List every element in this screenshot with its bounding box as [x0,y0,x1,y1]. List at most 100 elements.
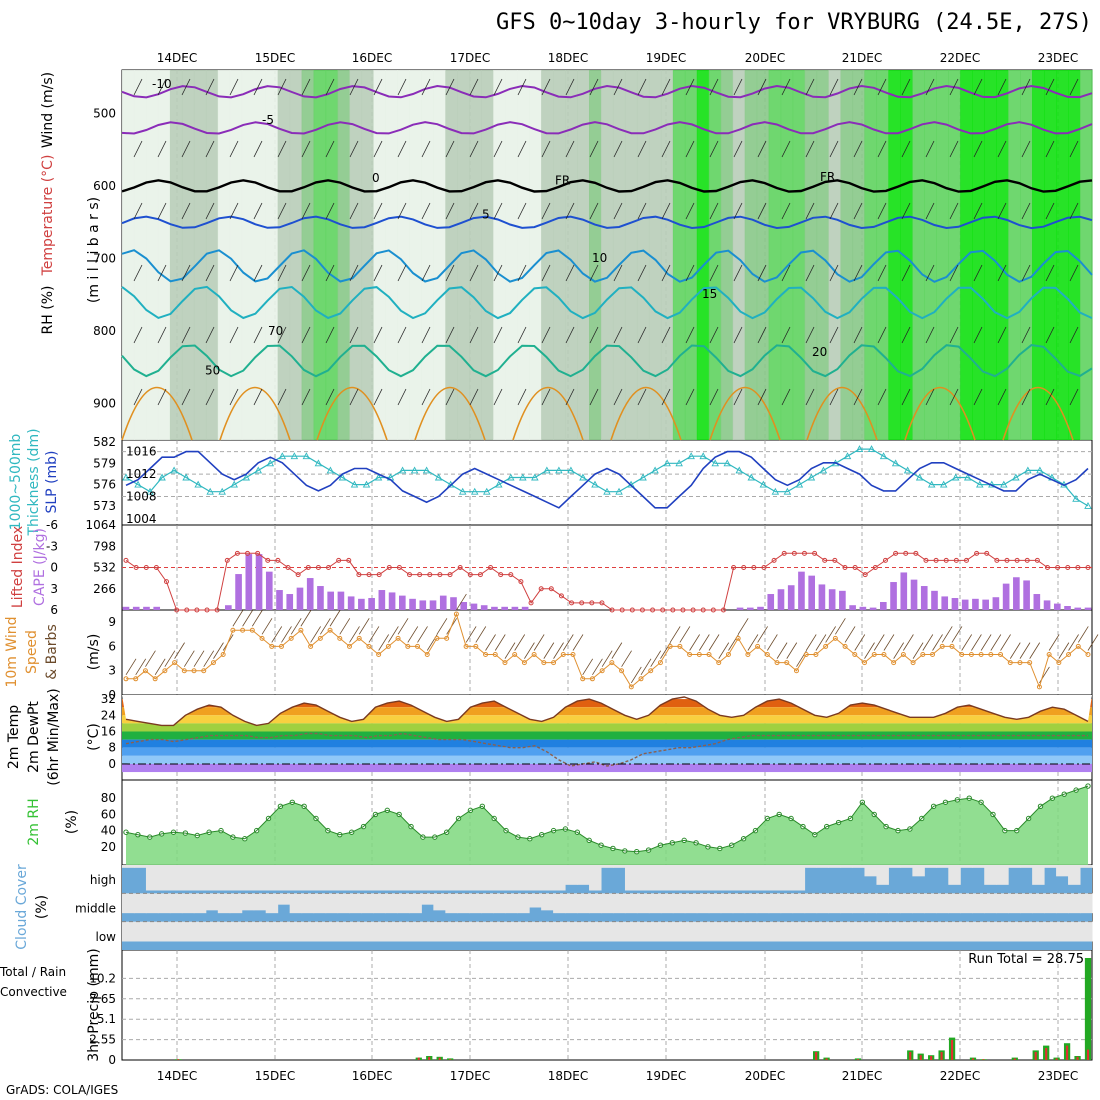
wind-barb [349,140,359,158]
rh-cell [912,70,925,440]
wind-barb [349,202,359,220]
wind-barb [349,388,359,406]
wind-barb [997,264,1007,282]
wind-speed-point [599,668,605,674]
temp-tick: 0 [108,757,116,771]
label-rh2m: 2m RH [26,798,42,845]
cloud-gap-middle [804,893,818,914]
wind-barb-10m [514,634,526,651]
pressure-tick: 700 [93,252,116,266]
cloud-gap-high [744,865,758,891]
rh-cell [756,70,770,440]
label-upper-wind: Wind (m/s) [40,72,56,148]
day-label-bottom: 22DEC [940,1069,980,1083]
cloud-gap-middle [708,893,722,914]
wind-barb [421,78,431,96]
cloud-gap-high [972,865,985,868]
wind-tick: 6 [108,639,116,653]
isotherm-label: -5 [262,113,274,127]
wind-barb [637,78,647,96]
cloud-gap-middle [624,893,638,914]
day-label-bottom: 17DEC [450,1069,490,1083]
cloud-gap-high [289,865,303,891]
cloud-gap-low [469,921,482,942]
wind-barb [229,202,239,220]
temp-tick: 8 [108,741,116,755]
cloud-gap-high [517,865,530,891]
label-wind10-d: (m/s) [86,634,102,671]
cloud-gap-middle [337,893,351,914]
rh-cell [481,70,494,440]
label-precip-convective: Convective [0,985,67,999]
cape-bar [439,595,447,610]
cloud-gap-middle [181,893,195,914]
wind-barb [997,326,1007,344]
wind-barb [709,388,719,406]
rh-cell [648,70,662,440]
wind-barb [973,78,983,96]
rh-cell [122,70,135,440]
cloud-gap-high [493,865,506,891]
cloud-gap-middle [289,893,303,914]
rh-cell [361,70,375,440]
cloud-gap-low [684,921,698,942]
wind-barb-10m [737,618,749,635]
wind-barb-10m [1068,634,1079,651]
wind-barb [277,264,287,282]
wind-barb [949,264,959,282]
cloud-gap-middle [828,893,842,914]
cloud-gap-low [445,921,458,942]
li-point [528,600,534,606]
thickness-marker [1072,494,1080,502]
wind-barb [973,140,983,158]
wind-barb [133,388,143,406]
wind-barb [421,202,431,220]
cloud-gap-middle [541,893,554,911]
wind-barb [133,140,143,158]
cloud-gap-low [301,921,315,942]
wind-barb [205,388,215,406]
wind-barb [493,326,503,344]
wind-barb [949,202,959,220]
wind-barb-10m [1019,642,1031,659]
wind-barb [205,202,215,220]
wind-barb-10m [1029,642,1041,659]
cloud-gap-low [648,921,662,942]
cape-bar [132,606,140,610]
rh-cell [469,70,482,440]
precip-convective-bar [1055,1058,1058,1060]
wind-barb [253,202,263,220]
slp-tick: 1008 [126,490,157,504]
wind-barb [1045,388,1055,406]
wind-barb-10m [378,634,389,651]
cloud-gap-high [1080,865,1093,868]
cloud-gap-low [277,921,291,942]
cloud-gap-middle [589,893,602,914]
wind-barb-10m [1000,634,1011,651]
cloud-gap-high [157,865,171,891]
wind-speed-point [832,635,838,641]
wind-barb-10m [310,626,321,643]
wind-barb-10m [776,642,788,659]
wind-barb [805,388,815,406]
rh2m-line [125,785,1089,853]
cloud-gap-high [301,865,315,891]
cloud-gap-middle [732,893,746,914]
wind-barb-10m [290,618,302,635]
cloud-gap-low [660,921,674,942]
cloud-gap-high [397,865,410,891]
wind-barb [1069,388,1079,406]
rh2m-tick: 60 [101,807,116,821]
wind-barb [205,326,215,344]
isotherm-line [121,179,1093,193]
wind-barb-10m [757,626,768,643]
wind-barb-10m [553,642,564,659]
wind-speed-point [288,635,294,641]
wind-speed-point [152,676,158,682]
wind-barb-10m [825,626,836,643]
wind-barb [637,202,647,220]
wind-barb-10m [601,650,613,667]
rh-cell [972,70,985,440]
cloud-gap-low [122,921,135,942]
isotherm-line [121,121,1093,135]
